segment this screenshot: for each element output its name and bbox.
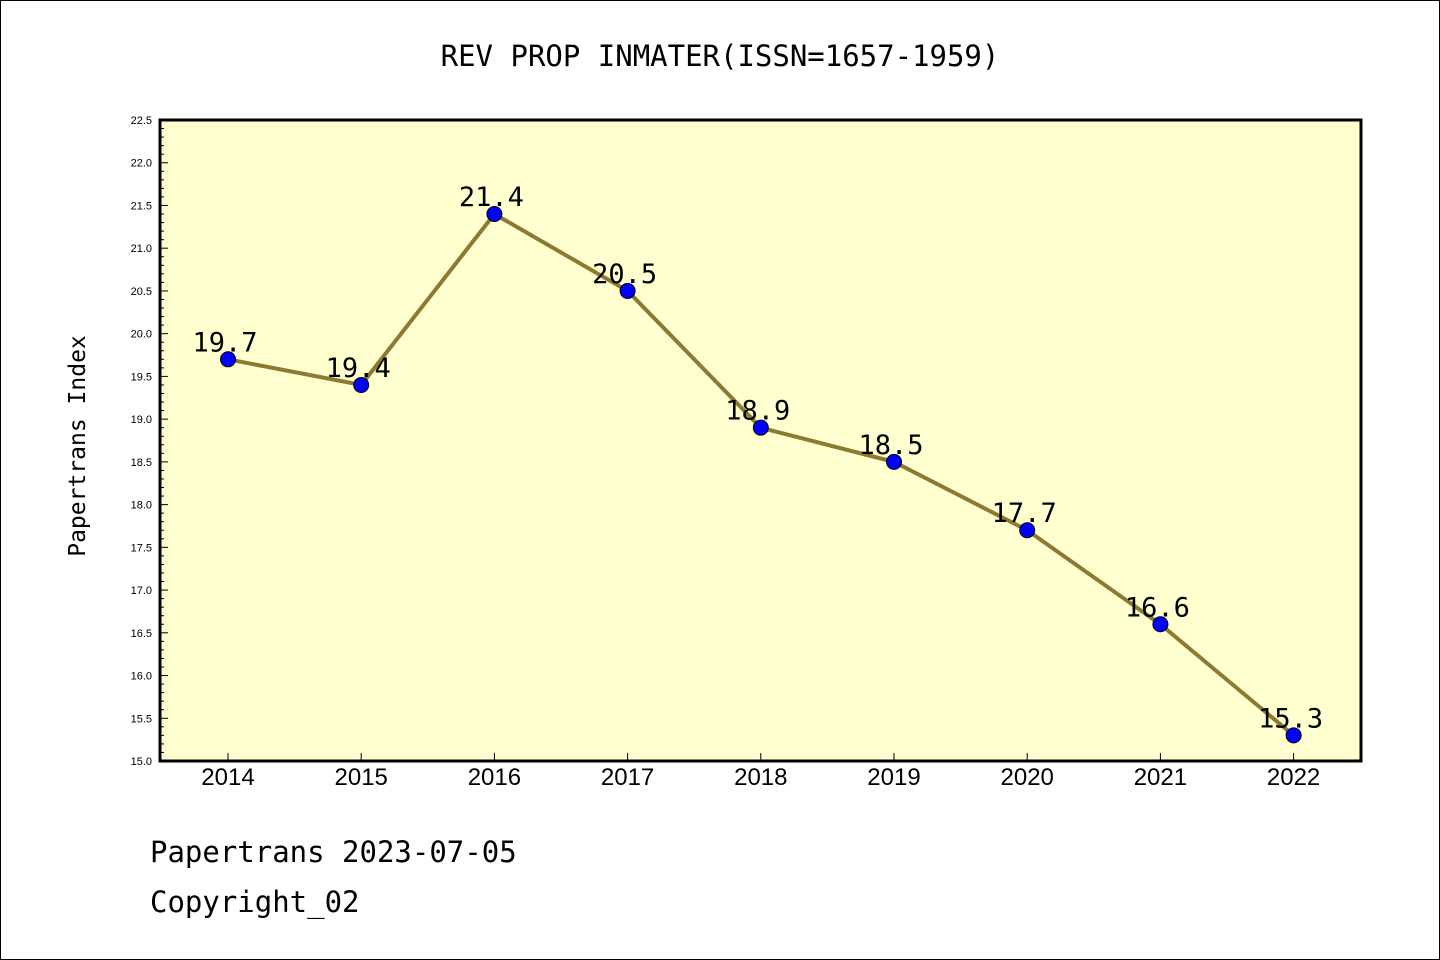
- x-axis: 2014 2015 2016 2017 2018 2019 2020 2021 2022: [201, 753, 1320, 791]
- x-tick-label: 2022: [1267, 764, 1320, 791]
- x-tick-label: 2015: [335, 764, 388, 791]
- footer-copyright: Copyright_02: [150, 885, 360, 919]
- y-tick-label: 18.5: [131, 457, 152, 469]
- data-label: 19.4: [326, 353, 391, 384]
- y-tick-label: 21.5: [131, 200, 152, 212]
- data-point: [220, 351, 236, 368]
- y-tick-label: 15.5: [131, 713, 152, 725]
- data-point: [752, 419, 769, 436]
- data-label: 16.6: [1125, 592, 1190, 623]
- y-tick-label: 18.0: [131, 500, 152, 512]
- data-point: [353, 376, 370, 393]
- data-label: 20.5: [592, 259, 657, 290]
- y-tick-label: 17.5: [131, 542, 152, 554]
- y-tick-label: 20.5: [131, 286, 152, 298]
- x-tick-label: 2014: [201, 764, 254, 791]
- data-label: 17.7: [992, 498, 1057, 529]
- y-axis: 15.0 15.5 16.0 16.5 17.0 17.5 18.0 18.5 19.0 19.5…: [131, 115, 168, 768]
- x-tick-label: 2021: [1134, 764, 1187, 791]
- data-point: [886, 453, 902, 470]
- data-point: [486, 206, 503, 223]
- data-point: [619, 282, 636, 299]
- data-point: [1285, 727, 1302, 744]
- y-tick-label: 15.0: [131, 756, 152, 768]
- data-point: [1019, 522, 1036, 539]
- data-label: 19.7: [192, 327, 257, 358]
- plot-border: [158, 118, 1363, 763]
- y-axis-label: Papertrans Index: [65, 335, 91, 557]
- data-label: 18.5: [858, 430, 923, 461]
- y-tick-label: 20.0: [131, 329, 152, 341]
- y-tick-label: 19.5: [131, 371, 152, 383]
- y-tick-label: 22.5: [131, 115, 152, 127]
- data-label: 18.9: [725, 396, 790, 427]
- data-label: 21.4: [459, 182, 524, 213]
- plot-area: [160, 120, 1361, 761]
- y-tick-label: 22.0: [131, 158, 152, 170]
- footer-date: Papertrans 2023-07-05: [150, 835, 517, 869]
- data-labels: 19.7 19.4 21.4 20.5 18.9 18.5 17.7 16.6 15.3: [192, 182, 1323, 734]
- x-tick-label: 2019: [867, 764, 920, 791]
- y-tick-label: 16.0: [131, 671, 152, 683]
- chart-title: REV PROP INMATER(ISSN=1657-1959): [441, 39, 1000, 73]
- x-tick-label: 2017: [601, 764, 654, 791]
- data-point: [1152, 616, 1169, 633]
- data-label: 15.3: [1258, 703, 1323, 734]
- series-markers: [220, 206, 1302, 744]
- y-tick-label: 17.0: [131, 585, 152, 597]
- x-tick-label: 2020: [1001, 764, 1054, 791]
- x-tick-label: 2018: [734, 764, 787, 791]
- y-tick-label: 19.0: [131, 414, 152, 426]
- y-tick-label: 16.5: [131, 628, 152, 640]
- x-tick-label: 2016: [468, 764, 521, 791]
- y-tick-label: 21.0: [131, 243, 152, 255]
